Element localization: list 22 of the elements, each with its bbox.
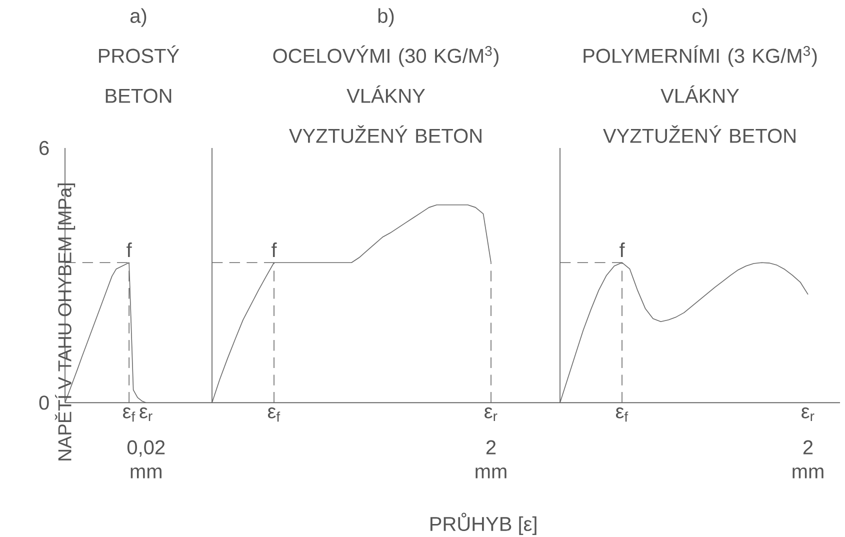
x-axis-title: PRŮHYB [ε] <box>430 512 536 535</box>
y-axis-title: NAPĚTÍ V TAHU OHYBEM [MPa] <box>54 184 76 460</box>
text: 2 mm <box>792 440 824 478</box>
text: POLYMERNÍMI (3 KG/M$^{3}$) VLÁKNY VYZTUŽENÝ BETON <box>584 45 817 143</box>
y-tick-label: 6 <box>40 140 49 156</box>
x-tick-label: ε$_{f}$ <box>123 407 136 422</box>
annotation: f <box>272 242 277 258</box>
text: OCELOVÝMI (30 KG/M$^{3}$) VLÁKNY VYZTUŽENÝ BETON <box>273 45 498 143</box>
annotation: f <box>620 242 625 258</box>
x-tick-label: ε$_{f}$ <box>268 407 280 422</box>
x-tick-label: ε$_{r}$ <box>484 407 498 422</box>
chart-title: c) <box>692 8 708 27</box>
y-tick-label: 0 <box>39 396 49 410</box>
annotation: f <box>126 242 132 258</box>
chart-title: a) <box>130 8 146 27</box>
text: 0,02 mm <box>127 440 165 478</box>
text: 2 mm <box>476 440 506 478</box>
x-tick-label: ε$_{r}$ <box>802 407 814 422</box>
text: PROSTÝ BETON <box>99 45 180 103</box>
chart-title: b) <box>378 8 394 27</box>
x-tick-label: ε$_{f}$ <box>616 407 628 422</box>
x-tick-label: ε$_{r}$ <box>140 407 152 422</box>
